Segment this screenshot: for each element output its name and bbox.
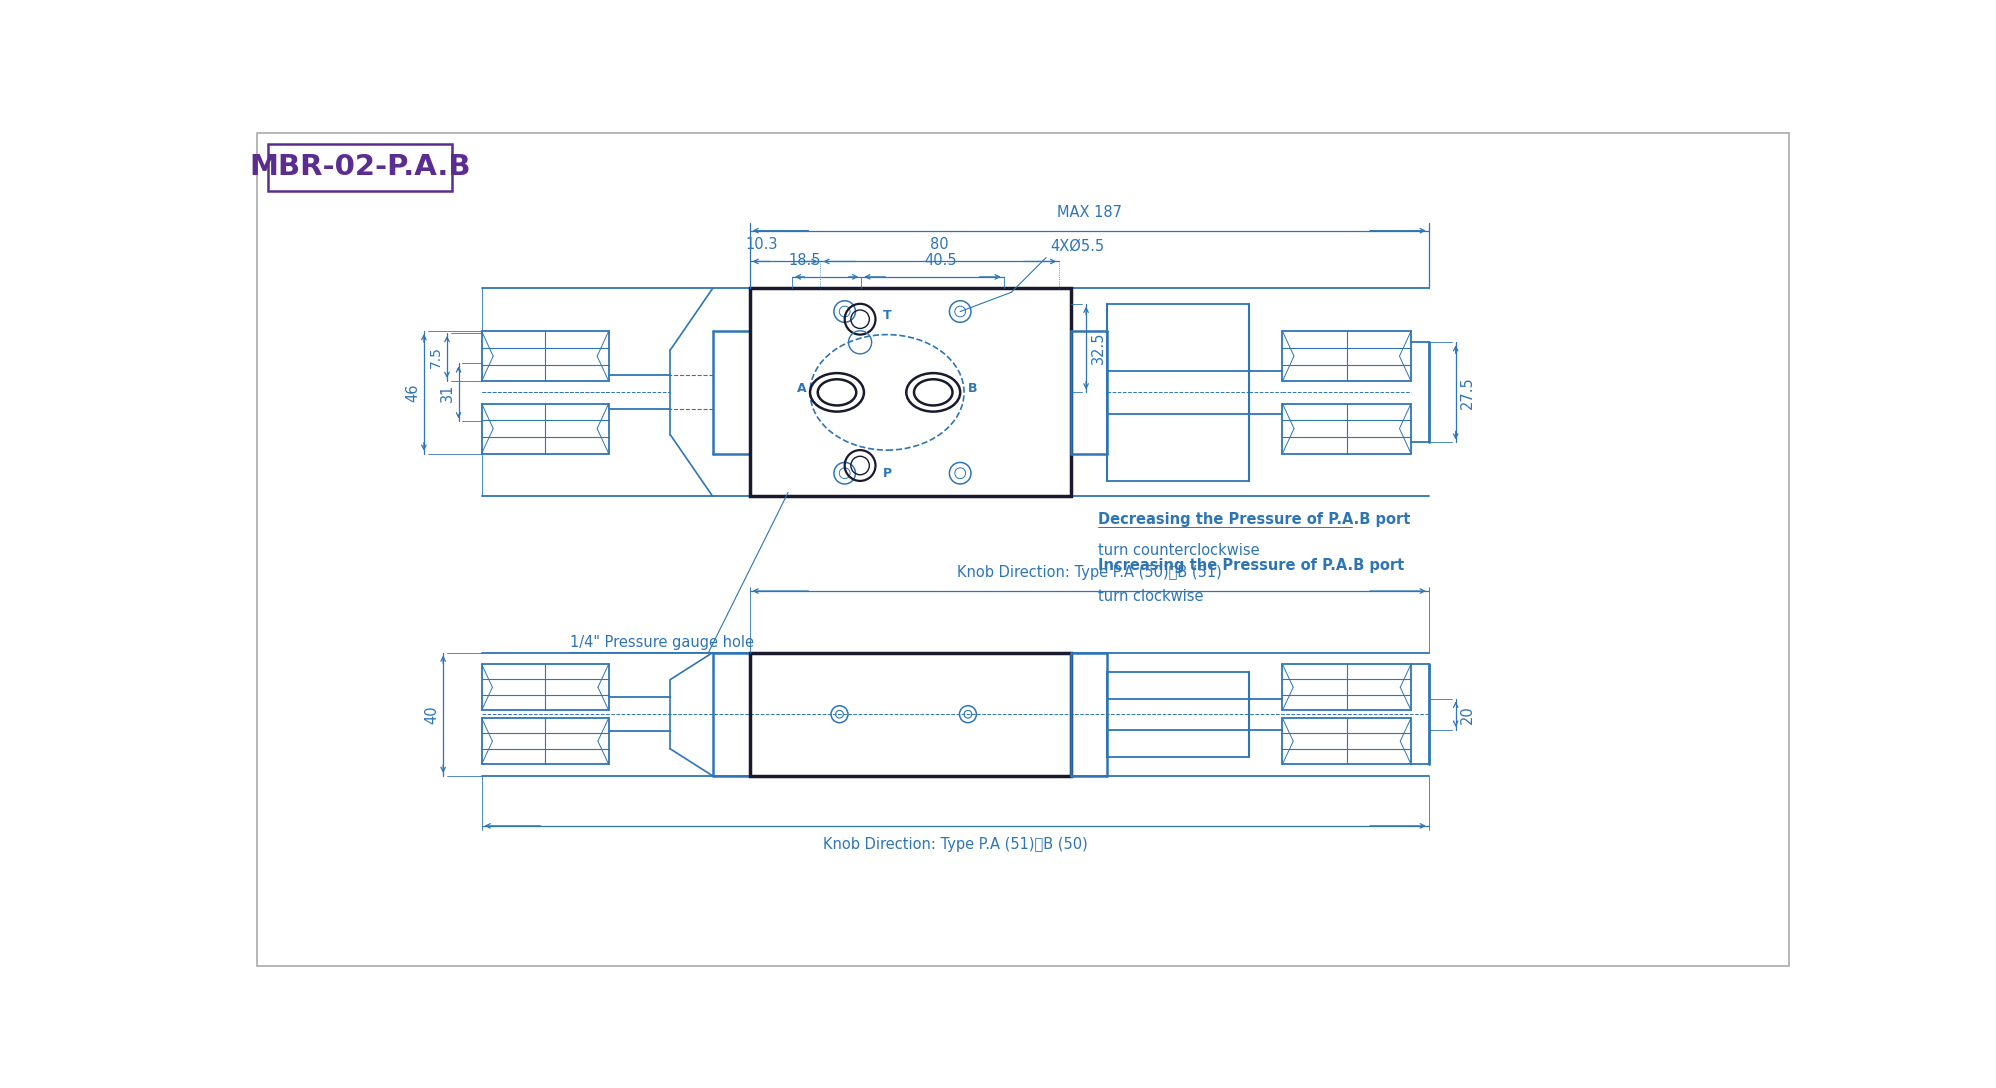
Text: 46: 46 <box>405 383 419 401</box>
Text: 4XØ5.5: 4XØ5.5 <box>1050 238 1104 254</box>
Text: 1/4" Pressure gauge hole: 1/4" Pressure gauge hole <box>571 635 754 651</box>
Text: 40: 40 <box>425 705 439 724</box>
Bar <box>1283 664 1411 710</box>
Bar <box>481 718 609 764</box>
Text: 31: 31 <box>439 383 455 401</box>
Bar <box>1283 404 1411 454</box>
Bar <box>481 331 609 381</box>
Text: 40.5: 40.5 <box>924 254 958 269</box>
Bar <box>481 404 609 454</box>
Text: A: A <box>796 382 806 395</box>
Bar <box>750 288 1070 496</box>
Text: 18.5: 18.5 <box>788 254 820 269</box>
Bar <box>750 653 1070 776</box>
Text: T: T <box>882 309 892 322</box>
Text: MBR-02-P.A.B: MBR-02-P.A.B <box>250 152 471 181</box>
Text: 10.3: 10.3 <box>747 237 778 252</box>
Text: 20: 20 <box>1461 705 1475 724</box>
Text: Knob Direction: Type P.A (50)、B (51): Knob Direction: Type P.A (50)、B (51) <box>956 566 1222 580</box>
Text: 7.5: 7.5 <box>429 346 443 368</box>
Text: turn clockwise: turn clockwise <box>1098 589 1204 604</box>
FancyBboxPatch shape <box>267 145 451 190</box>
Text: 32.5: 32.5 <box>1090 332 1106 364</box>
Text: 27.5: 27.5 <box>1461 376 1475 409</box>
Bar <box>1283 331 1411 381</box>
Text: B: B <box>968 382 978 395</box>
Text: Increasing the Pressure of P.A.B port: Increasing the Pressure of P.A.B port <box>1098 558 1403 573</box>
Text: 80: 80 <box>930 237 950 252</box>
Bar <box>1283 718 1411 764</box>
Text: turn counterclockwise: turn counterclockwise <box>1098 543 1259 557</box>
Bar <box>481 664 609 710</box>
Text: Decreasing the Pressure of P.A.B port: Decreasing the Pressure of P.A.B port <box>1098 512 1409 527</box>
Text: P: P <box>882 467 892 480</box>
Text: MAX 187: MAX 187 <box>1056 205 1122 220</box>
Text: Knob Direction: Type P.A (51)、B (50): Knob Direction: Type P.A (51)、B (50) <box>822 837 1088 852</box>
